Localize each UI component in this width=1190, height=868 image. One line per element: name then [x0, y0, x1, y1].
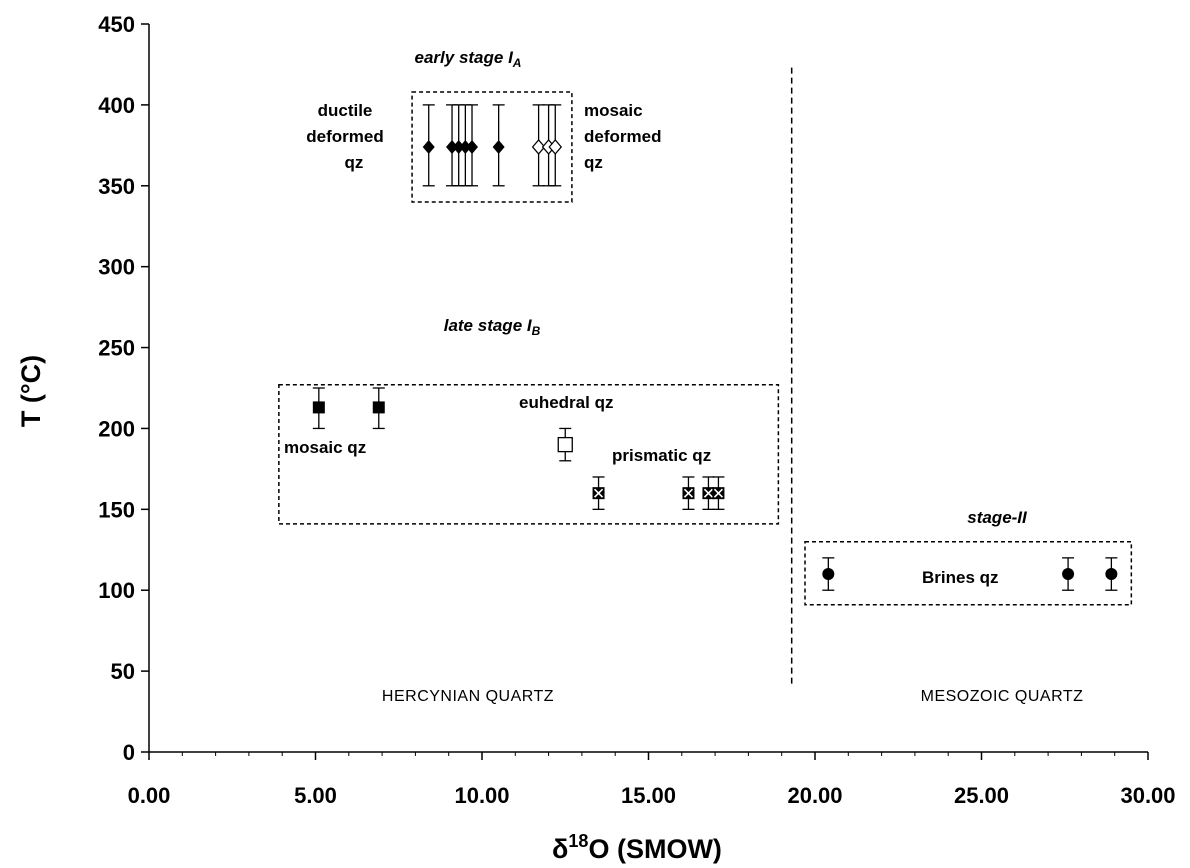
late-stage-text: late stage I: [444, 316, 533, 335]
data-point: [492, 139, 505, 154]
early-stage-label: early stage IA: [415, 48, 522, 70]
ductile-label-1: ductile: [318, 101, 373, 120]
group-box: [411, 91, 573, 203]
x-axis-title-rest: O (SMOW): [588, 834, 721, 864]
x-tick-label: 0.00: [128, 783, 171, 808]
hercynian-quartz-label: HERCYNIAN QUARTZ: [382, 688, 554, 705]
x-tick-label: 5.00: [294, 783, 337, 808]
group-box: [804, 540, 1133, 606]
late-stage-sub: B: [532, 324, 541, 338]
mosaic-qz-label: mosaic qz: [284, 438, 366, 457]
data-point: [446, 139, 459, 154]
data-point: [1105, 568, 1118, 581]
y-tick-label: 0: [123, 740, 135, 765]
x-axis-title: δ18O (SMOW): [552, 831, 722, 864]
y-axis-title: T (°C): [16, 355, 46, 427]
y-tick-label: 450: [98, 12, 135, 37]
x-tick-label: 10.00: [454, 783, 509, 808]
y-tick-label: 50: [111, 659, 135, 684]
y-tick-label: 300: [98, 255, 135, 280]
data-point: [1062, 568, 1075, 581]
axes: 0 50 100 150 200 250 300 350 400 450 0.00 5.00 10.00…: [98, 12, 1175, 808]
brines-qz-label: Brines qz: [922, 568, 999, 587]
data-point-cross: [703, 488, 714, 498]
y-tick-label: 150: [98, 497, 135, 522]
data-point: [459, 139, 472, 154]
group-boxes: [278, 67, 1133, 686]
x-axis-title-delta: δ: [552, 834, 568, 864]
data-point: [452, 139, 465, 154]
y-tick-label: 400: [98, 93, 135, 118]
late-stage-label: late stage IB: [444, 316, 541, 338]
y-tick-label: 100: [98, 578, 135, 603]
y-tick-label: 200: [98, 416, 135, 441]
data-point: [592, 487, 605, 500]
data-point: [548, 139, 563, 155]
data-point-cross: [683, 488, 694, 498]
data-marks: [312, 104, 1118, 591]
data-point: [422, 139, 435, 154]
stage-ii-label: stage-II: [967, 508, 1028, 527]
y-tick-label: 350: [98, 174, 135, 199]
early-stage-sub: A: [512, 56, 522, 70]
data-point: [466, 139, 479, 154]
data-point: [822, 568, 835, 581]
mosaic-deformed-label-2: deformed: [584, 127, 661, 146]
data-point: [682, 487, 695, 500]
data-point-cross: [713, 488, 723, 498]
x-axis-title-sup: 18: [568, 831, 588, 851]
mesozoic-quartz-label: MESOZOIC QUARTZ: [921, 688, 1084, 705]
x-tick-label: 20.00: [787, 783, 842, 808]
x-tick-label: 25.00: [954, 783, 1009, 808]
data-point: [531, 139, 546, 155]
y-tick-label: 250: [98, 336, 135, 361]
data-point: [372, 401, 385, 414]
x-tick-label: 15.00: [621, 783, 676, 808]
data-point: [312, 401, 325, 414]
ductile-label-3: qz: [345, 153, 364, 172]
data-point: [712, 487, 725, 500]
early-stage-text: early stage I: [415, 48, 515, 67]
x-tick-label: 30.00: [1120, 783, 1175, 808]
data-point: [702, 487, 715, 500]
data-point-cross: [593, 488, 604, 498]
data-point: [557, 436, 573, 453]
group-box: [278, 384, 780, 525]
mosaic-deformed-label-1: mosaic: [584, 101, 643, 120]
mosaic-deformed-label-3: qz: [584, 153, 603, 172]
ductile-label-2: deformed: [306, 127, 383, 146]
prismatic-qz-label: prismatic qz: [612, 446, 711, 465]
euhedral-qz-label: euhedral qz: [519, 393, 613, 412]
